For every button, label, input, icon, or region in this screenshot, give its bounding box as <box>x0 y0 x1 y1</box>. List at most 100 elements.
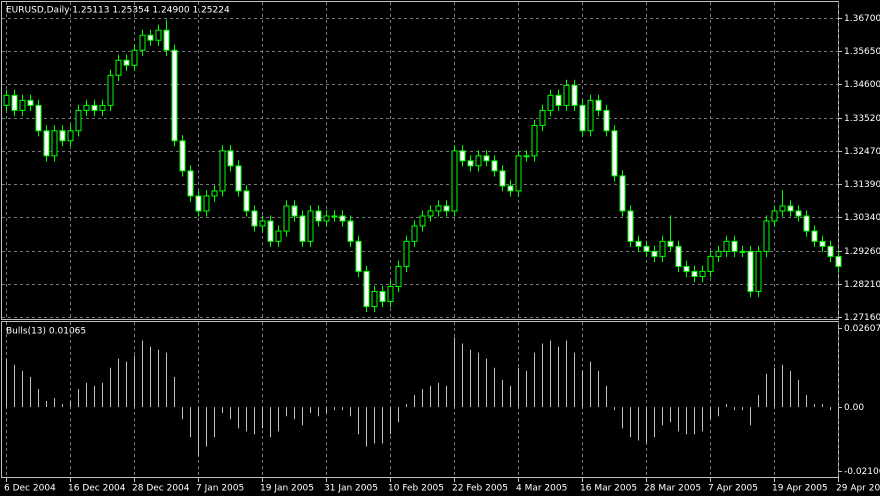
candle-body <box>587 99 594 132</box>
x-tick-label: 22 Feb 2005 <box>452 484 508 494</box>
candle-body <box>171 49 178 142</box>
candle-body <box>635 240 642 247</box>
y-tick-label: -0.02106 <box>844 467 880 477</box>
candle-body <box>627 210 634 242</box>
x-tick-label: 7 Jan 2005 <box>196 484 244 494</box>
x-tick-label: 28 Dec 2004 <box>132 484 190 494</box>
candle-body <box>99 104 106 111</box>
candle-body <box>299 215 306 242</box>
candle-body <box>547 94 554 111</box>
y-tick-label: 1.35650 <box>844 47 880 57</box>
y-tick-label: 1.31390 <box>844 180 880 190</box>
candle-body <box>715 250 722 257</box>
candle-body <box>259 220 266 227</box>
candle-body <box>475 155 482 167</box>
candle-body <box>787 205 794 212</box>
candle-body <box>443 205 450 212</box>
candle-body <box>539 109 546 126</box>
candle-body <box>131 49 138 66</box>
x-tick-label: 28 Mar 2005 <box>644 484 701 494</box>
candle-body <box>355 240 362 272</box>
candle-body <box>347 220 354 242</box>
candle-body <box>619 175 626 212</box>
candle-body <box>699 270 706 277</box>
candle-body <box>779 205 786 212</box>
candle-body <box>59 130 66 142</box>
candle-body <box>643 245 650 252</box>
candle-body <box>275 230 282 242</box>
candle-body <box>827 245 834 257</box>
candle-body <box>483 155 490 162</box>
candle-body <box>555 94 562 106</box>
candle-body <box>395 265 402 287</box>
x-tick-label: 7 Apr 2005 <box>708 484 758 494</box>
candle-body <box>115 59 122 76</box>
candle-body <box>51 130 58 157</box>
candle-body <box>747 250 754 292</box>
candle-body <box>195 195 202 212</box>
y-tick-label: 1.27160 <box>844 313 880 323</box>
candle-body <box>755 250 762 292</box>
candle-body <box>27 99 34 106</box>
candle-body <box>323 215 330 222</box>
candle-body <box>43 130 50 157</box>
candle-body <box>675 245 682 267</box>
indicator-panel-frame <box>1 321 839 478</box>
candle-body <box>139 34 146 51</box>
candle-body <box>187 170 194 197</box>
candle-body <box>251 210 258 227</box>
candle-body <box>683 265 690 272</box>
indicator-title: Bulls(13) 0.01065 <box>6 327 86 337</box>
candle-body <box>795 210 802 217</box>
candle-body <box>507 185 514 192</box>
candle-body <box>731 240 738 252</box>
x-tick-label: 16 Dec 2004 <box>68 484 126 494</box>
chart-title: EURUSD,Daily 1.25113 1.25354 1.24900 1.2… <box>6 6 230 16</box>
candle-body <box>107 74 114 106</box>
candle-body <box>163 29 170 51</box>
candle-body <box>67 130 74 142</box>
candle-body <box>451 150 458 212</box>
candle-body <box>363 270 370 308</box>
candle-body <box>651 250 658 257</box>
candle-body <box>243 190 250 212</box>
candle-body <box>603 109 610 132</box>
y-tick-label: 0.00 <box>844 403 864 413</box>
candle-body <box>227 150 234 167</box>
y-tick-label: 1.33520 <box>844 114 880 124</box>
candle-body <box>219 150 226 192</box>
y-tick-label: 1.30340 <box>844 213 880 223</box>
candle-body <box>819 240 826 247</box>
candle-body <box>763 220 770 252</box>
x-tick-label: 29 Apr 2005 <box>836 484 880 494</box>
candle-body <box>707 255 714 272</box>
candle-body <box>83 104 90 111</box>
candle-body <box>379 290 386 303</box>
candle-body <box>739 250 746 253</box>
candle-body <box>203 195 210 212</box>
candle-body <box>19 99 26 111</box>
candle-body <box>123 59 130 66</box>
candle-body <box>611 130 618 177</box>
candle-body <box>307 210 314 242</box>
x-tick-label: 6 Dec 2004 <box>4 484 56 494</box>
candle-body <box>235 165 242 192</box>
candle-body <box>155 29 162 41</box>
x-tick-label: 19 Jan 2005 <box>260 484 314 494</box>
candle-body <box>283 205 290 232</box>
x-tick-label: 4 Mar 2005 <box>516 484 567 494</box>
candle-body <box>331 215 338 218</box>
x-tick-label: 19 Apr 2005 <box>772 484 828 494</box>
candle-body <box>459 150 466 162</box>
candle-body <box>803 215 810 232</box>
candle-body <box>435 205 442 212</box>
candle-body <box>515 155 522 192</box>
y-tick-label: 1.32470 <box>844 147 880 157</box>
candle-body <box>563 84 570 106</box>
candle-body <box>179 140 186 172</box>
candle-body <box>523 155 530 158</box>
x-tick-label: 31 Jan 2005 <box>324 484 378 494</box>
candle-body <box>315 210 322 222</box>
